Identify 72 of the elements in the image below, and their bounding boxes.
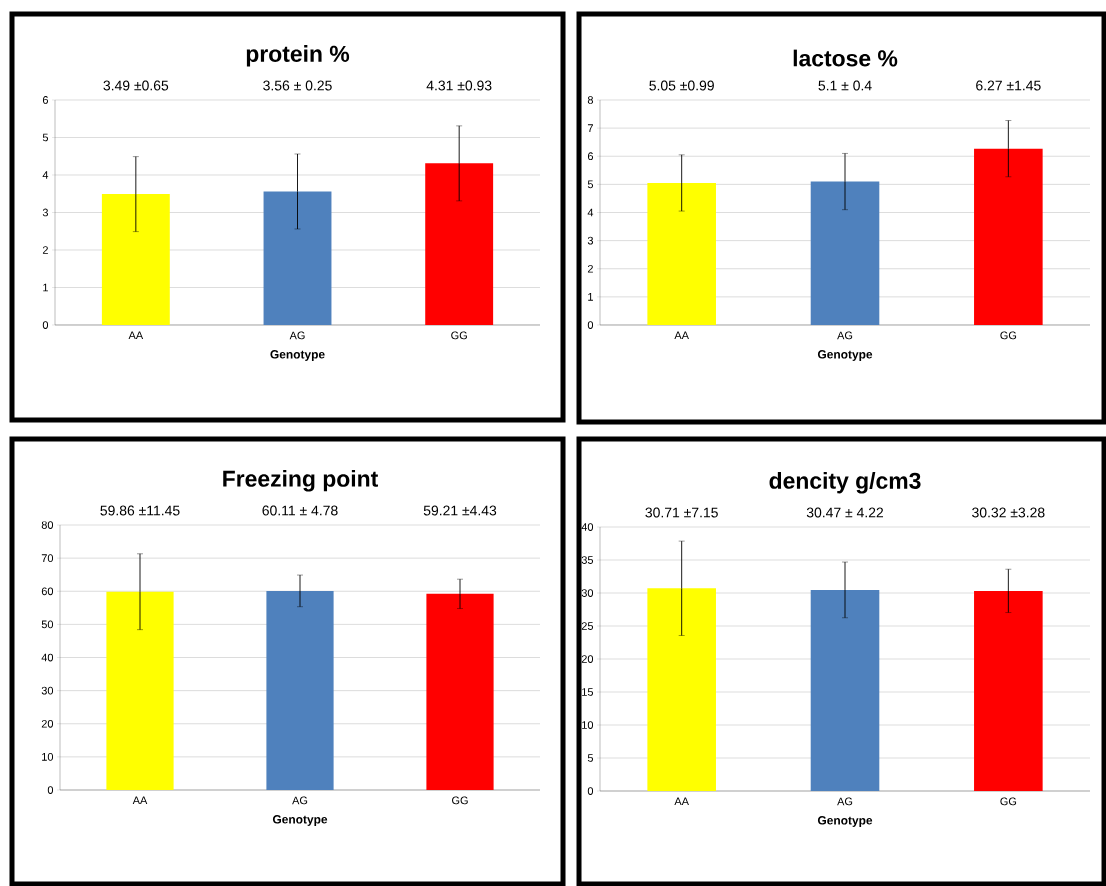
- x-axis-title: Genotype: [817, 816, 873, 827]
- y-tick-label: 6: [587, 152, 593, 161]
- x-tick-label: AG: [289, 331, 305, 340]
- chart-title: Freezing point: [223, 470, 379, 492]
- y-tick-label: 10: [42, 753, 54, 761]
- y-tick-label: 60: [41, 587, 54, 596]
- y-tick-label: 20: [581, 655, 594, 663]
- y-tick-label: 70: [41, 554, 54, 563]
- y-tick-label: 1: [588, 293, 593, 301]
- x-tick-label: GG: [452, 796, 468, 805]
- text: 3.56 ± 0.25: [263, 80, 332, 91]
- bar: [810, 181, 880, 325]
- text: 59.86 ±11.45: [100, 505, 180, 516]
- y-tick-label: 7: [587, 124, 593, 132]
- text: 6.27 ±1.45: [976, 80, 1041, 91]
- text: 5.05 ±0.99: [649, 80, 714, 91]
- y-tick-label: 5: [587, 754, 594, 762]
- y-tick-label: 0: [47, 786, 54, 794]
- x-axis-title: Genotype: [817, 350, 873, 361]
- x-axis-title: Genotype: [270, 350, 325, 361]
- y-tick-label: 5: [587, 180, 594, 189]
- y-tick-label: 20: [41, 719, 54, 728]
- x-tick-label: AA: [674, 331, 689, 340]
- x-tick-label: GG: [1000, 331, 1017, 340]
- y-tick-label: 3: [42, 208, 48, 217]
- y-tick-label: 35: [581, 556, 594, 564]
- y-tick-label: 4: [587, 208, 594, 217]
- y-tick-label: 40: [581, 523, 594, 531]
- y-tick-label: 4: [42, 171, 49, 179]
- chart-title: dencity g/cm3: [769, 472, 921, 494]
- x-axis-title: Genotype: [272, 815, 328, 826]
- x-tick-label: AA: [128, 331, 144, 340]
- text: 30.32 ±3.28: [972, 507, 1045, 518]
- y-tick-label: 6: [42, 96, 48, 104]
- text: 5.1 ± 0.4: [818, 80, 872, 91]
- text: 60.11 ± 4.78: [262, 505, 338, 516]
- y-tick-label: 3: [587, 236, 593, 245]
- y-tick-label: 30: [581, 589, 594, 597]
- bar: [263, 191, 332, 325]
- x-tick-label: AG: [837, 797, 853, 806]
- y-tick-label: 40: [41, 653, 54, 662]
- y-tick-label: 5: [42, 133, 49, 142]
- x-tick-label: AG: [292, 796, 308, 805]
- y-tick-label: 50: [41, 620, 54, 629]
- y-tick-label: 25: [581, 622, 594, 630]
- y-tick-label: 0: [587, 321, 594, 329]
- y-tick-label: 2: [587, 264, 593, 273]
- x-tick-label: AA: [132, 796, 148, 805]
- y-tick-label: 2: [42, 246, 48, 254]
- x-tick-label: AG: [837, 331, 853, 340]
- y-tick-label: 0: [587, 787, 594, 795]
- text: 59.21 ±4.43: [423, 505, 497, 516]
- chart-title: lactose %: [793, 49, 898, 67]
- bar: [647, 182, 716, 325]
- y-tick-label: 80: [41, 521, 54, 529]
- bar: [425, 163, 494, 325]
- text: 4.31 ±0.93: [426, 80, 492, 91]
- x-tick-label: GG: [451, 331, 467, 340]
- text: 3.49 ±0.65: [103, 80, 169, 91]
- y-tick-label: 1: [43, 283, 48, 292]
- y-tick-label: 30: [41, 686, 54, 695]
- chart-title: protein %: [246, 45, 350, 67]
- x-tick-label: GG: [1000, 797, 1017, 806]
- bar: [101, 194, 170, 325]
- y-tick-label: 15: [582, 688, 594, 696]
- y-tick-label: 10: [582, 721, 594, 729]
- y-tick-label: 0: [42, 321, 49, 329]
- text: 30.47 ± 4.22: [806, 507, 884, 518]
- x-tick-label: AA: [674, 797, 689, 806]
- y-tick-label: 8: [587, 96, 593, 104]
- text: 30.71 ±7.15: [645, 507, 718, 518]
- bar: [974, 148, 1043, 325]
